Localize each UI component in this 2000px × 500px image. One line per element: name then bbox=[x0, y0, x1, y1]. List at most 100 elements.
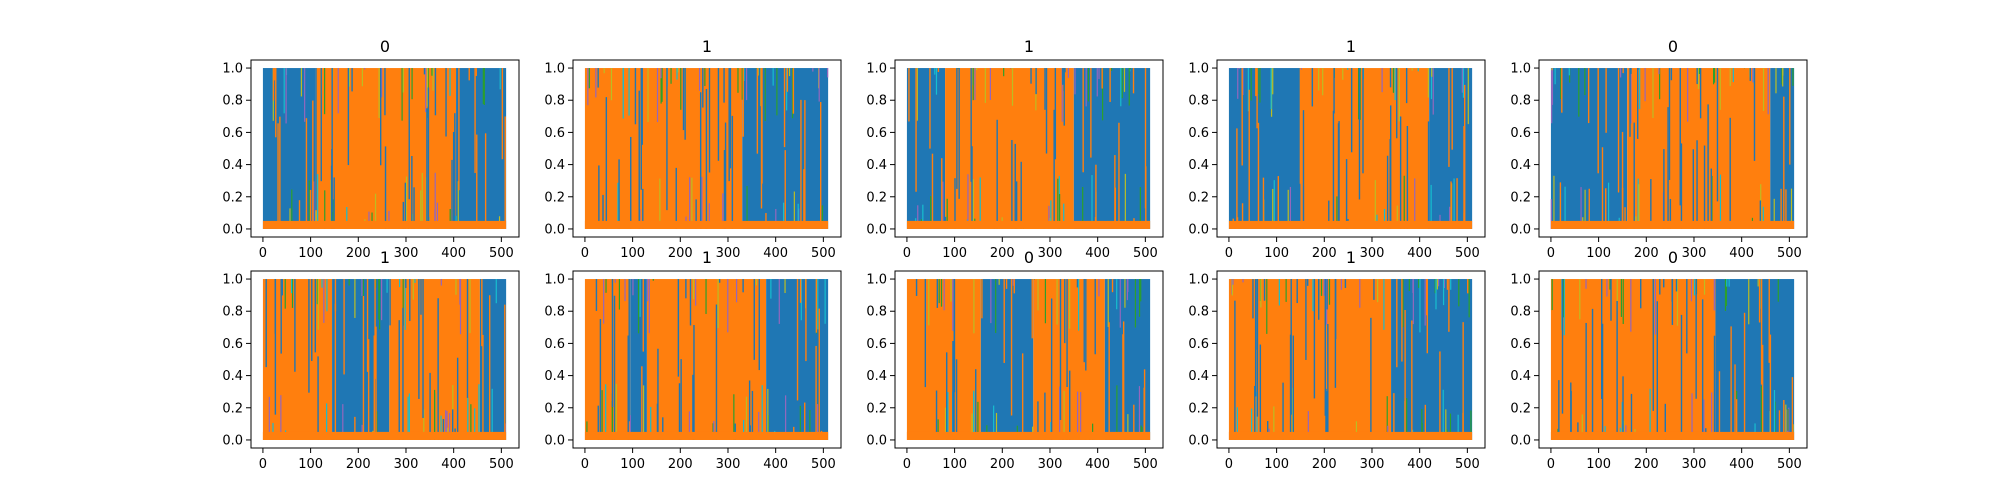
x-tick-label: 300 bbox=[1360, 246, 1385, 261]
orange-baseline-band bbox=[584, 431, 829, 440]
y-tick-label: 0.2 bbox=[1510, 401, 1531, 416]
x-tick-label: 300 bbox=[394, 457, 419, 472]
x-tick-label: 400 bbox=[763, 246, 788, 261]
plot-area bbox=[1228, 279, 1473, 440]
y-tick-label: 0.2 bbox=[544, 401, 565, 416]
subplot-3: 0 100 200 300 400 500 0.0 0.2 0.4 0.6 0.8 1.0 1 bbox=[1188, 37, 1486, 261]
x-tick-label: 200 bbox=[668, 246, 693, 261]
x-tick-label: 0 bbox=[1225, 246, 1233, 261]
y-tick-label: 0.6 bbox=[1188, 126, 1209, 141]
y-tick-label: 0.8 bbox=[1510, 305, 1531, 320]
x-tick-label: 0 bbox=[581, 457, 589, 472]
y-tick-label: 0.6 bbox=[222, 337, 243, 352]
x-tick-label: 500 bbox=[811, 246, 836, 261]
subplot-9: 0 100 200 300 400 500 0.0 0.2 0.4 0.6 0.8 1.0 0 bbox=[1510, 248, 1808, 472]
x-tick-label: 300 bbox=[1038, 246, 1063, 261]
subplot-title: 1 bbox=[1024, 37, 1034, 56]
plot-area bbox=[1550, 68, 1795, 229]
y-tick-label: 0.4 bbox=[544, 158, 565, 173]
x-tick-label: 200 bbox=[1634, 246, 1659, 261]
x-tick-label: 0 bbox=[1225, 457, 1233, 472]
x-tick-label: 300 bbox=[716, 246, 741, 261]
x-tick-label: 100 bbox=[620, 457, 645, 472]
y-tick-label: 0.8 bbox=[866, 305, 887, 320]
y-tick-label: 1.0 bbox=[222, 273, 243, 288]
x-tick-label: 100 bbox=[1586, 457, 1611, 472]
subplot-4: 0 100 200 300 400 500 0.0 0.2 0.4 0.6 0.8 1.0 0 bbox=[1510, 37, 1808, 261]
y-tick-label: 0.2 bbox=[866, 190, 887, 205]
x-tick-label: 500 bbox=[1455, 246, 1480, 261]
y-tick-label: 0.6 bbox=[544, 337, 565, 352]
orange-series-region bbox=[945, 68, 1074, 229]
orange-baseline-band bbox=[906, 220, 1151, 229]
subplot-title: 1 bbox=[702, 37, 712, 56]
orange-series-region bbox=[262, 279, 333, 440]
y-tick-label: 1.0 bbox=[544, 62, 565, 77]
y-tick-label: 1.0 bbox=[544, 273, 565, 288]
y-tick-label: 0.0 bbox=[1510, 433, 1531, 448]
x-tick-label: 100 bbox=[620, 246, 645, 261]
y-tick-label: 1.0 bbox=[1188, 62, 1209, 77]
blue-series-region bbox=[456, 68, 507, 229]
subplot-title: 1 bbox=[380, 248, 390, 267]
x-tick-label: 400 bbox=[1085, 457, 1110, 472]
x-tick-label: 200 bbox=[990, 246, 1015, 261]
axes-frame bbox=[1538, 59, 1808, 238]
subplot-2: 0 100 200 300 400 500 0.0 0.2 0.4 0.6 0.8 1.0 1 bbox=[866, 37, 1164, 261]
y-tick-label: 0.4 bbox=[1510, 369, 1531, 384]
y-tick-label: 0.2 bbox=[544, 190, 565, 205]
subplot-6: 0 100 200 300 400 500 0.0 0.2 0.4 0.6 0.8 1.0 1 bbox=[544, 248, 842, 472]
plot-area bbox=[906, 68, 1151, 229]
y-tick-label: 0.2 bbox=[1510, 190, 1531, 205]
x-tick-label: 400 bbox=[763, 457, 788, 472]
x-tick-label: 400 bbox=[441, 246, 466, 261]
x-tick-label: 300 bbox=[394, 246, 419, 261]
x-tick-label: 300 bbox=[716, 457, 741, 472]
orange-baseline-band bbox=[262, 220, 507, 229]
blue-series-region bbox=[479, 279, 507, 440]
subplot-title: 0 bbox=[1668, 248, 1678, 267]
orange-baseline-band bbox=[1550, 431, 1795, 440]
y-tick-label: 0.0 bbox=[544, 433, 565, 448]
subplot-title: 1 bbox=[702, 248, 712, 267]
x-tick-label: 100 bbox=[298, 246, 323, 261]
x-tick-label: 200 bbox=[1312, 246, 1337, 261]
y-tick-label: 0.4 bbox=[1188, 158, 1209, 173]
x-tick-label: 0 bbox=[903, 457, 911, 472]
y-tick-label: 0.4 bbox=[1510, 158, 1531, 173]
y-tick-label: 0.2 bbox=[866, 401, 887, 416]
y-tick-label: 0.4 bbox=[222, 369, 243, 384]
y-tick-label: 0.8 bbox=[544, 94, 565, 109]
x-tick-label: 400 bbox=[1407, 246, 1432, 261]
blue-series-region bbox=[980, 279, 1034, 440]
axes-frame bbox=[1538, 270, 1808, 449]
y-tick-label: 0.0 bbox=[222, 222, 243, 237]
axes-frame bbox=[1216, 59, 1486, 238]
x-tick-label: 0 bbox=[259, 246, 267, 261]
y-tick-label: 0.0 bbox=[544, 222, 565, 237]
subplot-0: 0 100 200 300 400 500 0.0 0.2 0.4 0.6 0.8 1.0 0 bbox=[222, 37, 520, 261]
orange-series-region bbox=[584, 279, 631, 440]
x-tick-label: 100 bbox=[942, 246, 967, 261]
blue-series-region bbox=[1770, 68, 1795, 229]
y-tick-label: 0.4 bbox=[1188, 369, 1209, 384]
blue-series-region bbox=[1104, 279, 1151, 440]
orange-baseline-band bbox=[1550, 220, 1795, 229]
y-tick-label: 0.8 bbox=[1188, 94, 1209, 109]
y-tick-label: 0.4 bbox=[544, 369, 565, 384]
orange-series-region bbox=[1550, 279, 1716, 440]
y-tick-label: 0.0 bbox=[1188, 222, 1209, 237]
y-tick-label: 0.0 bbox=[866, 433, 887, 448]
x-tick-label: 100 bbox=[942, 457, 967, 472]
axes-frame bbox=[894, 59, 1164, 238]
y-tick-label: 0.2 bbox=[1188, 401, 1209, 416]
y-tick-label: 0.0 bbox=[1510, 222, 1531, 237]
axes-frame bbox=[250, 59, 520, 238]
plot-area bbox=[262, 68, 507, 229]
orange-series-region bbox=[1300, 68, 1430, 229]
y-tick-label: 0.6 bbox=[866, 337, 887, 352]
x-tick-label: 400 bbox=[1729, 246, 1754, 261]
y-tick-label: 0.8 bbox=[222, 94, 243, 109]
blue-series-region bbox=[332, 279, 390, 440]
